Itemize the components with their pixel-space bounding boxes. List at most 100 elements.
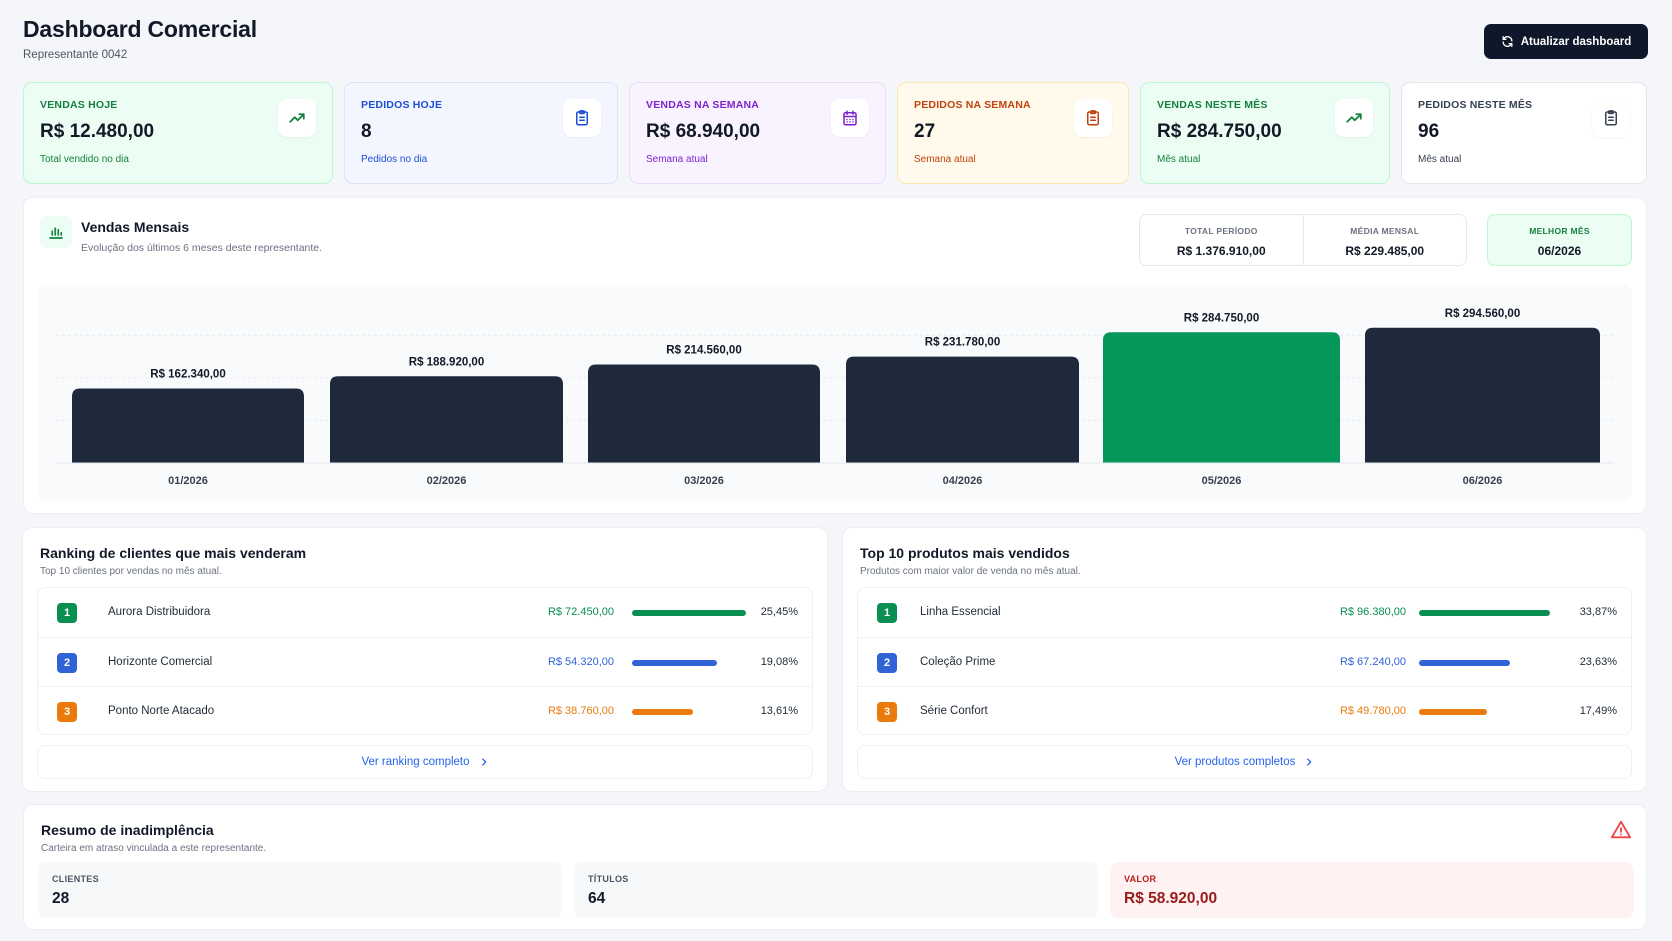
monthly-sales-subtitle: Evolução dos últimos 6 meses deste repre… bbox=[81, 242, 323, 254]
kpi-cards: VENDAS HOJE R$ 12.480,00 Total vendido n… bbox=[23, 82, 1647, 184]
monthly-sales-title: Vendas Mensais bbox=[81, 219, 190, 235]
stat-monthly-average: MÉDIA MENSAL R$ 229.485,00 bbox=[1302, 215, 1467, 265]
kpi-label: PEDIDOS NA SEMANA bbox=[914, 99, 1031, 111]
clipboard-icon bbox=[1592, 99, 1630, 137]
row-value: R$ 72.450,00 bbox=[547, 606, 614, 618]
row-value: R$ 54.320,00 bbox=[547, 656, 614, 668]
row-percent: 19,08% bbox=[760, 656, 798, 668]
delinquency-title: Resumo de inadimplência bbox=[41, 822, 214, 838]
rank-badge: 3 bbox=[877, 702, 897, 722]
delinquency-amount-card: VALOR R$ 58.920,00 bbox=[1110, 862, 1634, 918]
kpi-subtitle: Total vendido no dia bbox=[40, 154, 129, 165]
row-name: Série Confort bbox=[920, 705, 988, 717]
refresh-dashboard-button[interactable]: Atualizar dashboard bbox=[1484, 24, 1648, 59]
list-item[interactable]: 1 Aurora Distribuidora R$ 72.450,00 25,45% bbox=[38, 588, 812, 637]
bar-value-label: R$ 162.340,00 bbox=[150, 368, 225, 380]
refresh-dashboard-label: Atualizar dashboard bbox=[1520, 35, 1632, 48]
bar-value-label: R$ 284.750,00 bbox=[1184, 312, 1259, 324]
refresh-icon bbox=[1502, 35, 1513, 48]
monthly-sales-panel: Vendas Mensais Evolução dos últimos 6 me… bbox=[23, 197, 1647, 514]
share-bar bbox=[632, 709, 693, 715]
list-item[interactable]: 1 Linha Essencial R$ 96.380,00 33,87% bbox=[858, 588, 1631, 637]
kpi-card-pedidos-semana: PEDIDOS NA SEMANA 27 Semana atual bbox=[897, 82, 1129, 184]
page-title: Dashboard Comercial bbox=[23, 16, 257, 42]
kpi-card-vendas-hoje: VENDAS HOJE R$ 12.480,00 Total vendido n… bbox=[23, 82, 333, 184]
delinquency-subtitle: Carteira em atraso vinculada a este repr… bbox=[41, 843, 267, 854]
kpi-value: R$ 68.940,00 bbox=[646, 121, 761, 142]
kpi-label: VENDAS HOJE bbox=[40, 99, 118, 111]
kpi-value: R$ 284.750,00 bbox=[1157, 121, 1282, 142]
kpi-card-pedidos-mes: PEDIDOS NESTE MÊS 96 Mês atual bbox=[1401, 82, 1647, 184]
view-full-ranking-link[interactable]: Ver ranking completo bbox=[37, 745, 813, 779]
share-bar bbox=[632, 610, 746, 616]
row-name: Horizonte Comercial bbox=[108, 656, 213, 668]
rank-badge: 2 bbox=[57, 653, 77, 673]
stat-total-period: TOTAL PERÍODO R$ 1.376.910,00 bbox=[1140, 215, 1303, 265]
kpi-subtitle: Mês atual bbox=[1418, 154, 1462, 165]
rank-badge: 3 bbox=[57, 702, 77, 722]
bar-chart-icon bbox=[40, 216, 72, 248]
rank-badge: 2 bbox=[877, 653, 897, 673]
page-header: Dashboard Comercial Representante 0042 A… bbox=[23, 16, 1648, 66]
stat-label: MELHOR MÊS bbox=[1529, 226, 1590, 236]
list-item[interactable]: 2 Horizonte Comercial R$ 54.320,00 19,08% bbox=[38, 637, 812, 686]
kpi-subtitle: Mês atual bbox=[1157, 154, 1201, 165]
stat-value: R$ 229.485,00 bbox=[1345, 244, 1425, 258]
bar-chart-svg: R$ 162.340,00 01/2026 R$ 188.920,00 02/2026… bbox=[56, 308, 1614, 487]
trending-up-icon bbox=[278, 99, 316, 137]
bar-02/2026[interactable] bbox=[330, 376, 563, 463]
def-value: R$ 58.920,00 bbox=[1124, 890, 1218, 907]
page-subtitle: Representante 0042 bbox=[23, 49, 128, 61]
bar-06/2026[interactable] bbox=[1365, 327, 1600, 463]
kpi-value: 27 bbox=[914, 121, 936, 142]
list-item[interactable]: 3 Ponto Norte Atacado R$ 38.760,00 13,61% bbox=[38, 686, 812, 735]
def-value: 28 bbox=[52, 890, 70, 907]
trending-up-icon bbox=[1335, 99, 1373, 137]
bar-value-label: R$ 231.780,00 bbox=[925, 337, 1000, 349]
list-item[interactable]: 2 Coleção Prime R$ 67.240,00 23,63% bbox=[858, 637, 1631, 686]
stat-value: 06/2026 bbox=[1537, 244, 1582, 258]
client-ranking-panel: Ranking de clientes que mais venderam To… bbox=[22, 527, 828, 792]
view-all-products-link[interactable]: Ver produtos completos bbox=[857, 745, 1632, 779]
top-products-panel: Top 10 produtos mais vendidos Produtos c… bbox=[842, 527, 1647, 792]
row-name: Aurora Distribuidora bbox=[108, 606, 211, 618]
row-percent: 33,87% bbox=[1579, 606, 1617, 618]
row-name: Linha Essencial bbox=[920, 606, 1001, 618]
top-products-title: Top 10 produtos mais vendidos bbox=[860, 545, 1070, 561]
stat-value: R$ 1.376.910,00 bbox=[1176, 244, 1266, 258]
row-percent: 23,63% bbox=[1579, 656, 1617, 668]
bar-03/2026[interactable] bbox=[588, 364, 820, 463]
client-ranking-title: Ranking de clientes que mais venderam bbox=[40, 545, 307, 561]
kpi-card-vendas-semana: VENDAS NA SEMANA R$ 68.940,00 Semana atu… bbox=[629, 82, 886, 184]
calendar-icon bbox=[831, 99, 869, 137]
delinquency-titles-card: TÍTULOS 64 bbox=[574, 862, 1098, 918]
kpi-value: 8 bbox=[361, 121, 372, 142]
alert-triangle-icon bbox=[1610, 820, 1632, 839]
share-bar bbox=[632, 660, 718, 666]
bar-value-label: R$ 188.920,00 bbox=[409, 356, 484, 368]
def-label: TÍTULOS bbox=[588, 874, 629, 884]
stat-label: MÉDIA MENSAL bbox=[1350, 226, 1420, 236]
x-tick-label: 02/2026 bbox=[427, 475, 467, 487]
kpi-card-vendas-mes: VENDAS NESTE MÊS R$ 284.750,00 Mês atual bbox=[1140, 82, 1390, 184]
x-tick-label: 03/2026 bbox=[684, 475, 724, 487]
kpi-label: VENDAS NESTE MÊS bbox=[1157, 99, 1268, 111]
monthly-sales-chart: R$ 162.340,00 01/2026 R$ 188.920,00 02/2026… bbox=[38, 285, 1632, 501]
bar-value-label: R$ 214.560,00 bbox=[666, 344, 741, 356]
period-stats: TOTAL PERÍODO R$ 1.376.910,00 MÉDIA MENS… bbox=[1139, 214, 1467, 266]
def-label: CLIENTES bbox=[52, 874, 99, 884]
bar-05/2026[interactable] bbox=[1103, 332, 1340, 463]
bar-04/2026[interactable] bbox=[846, 356, 1079, 463]
kpi-card-pedidos-hoje: PEDIDOS HOJE 8 Pedidos no dia bbox=[344, 82, 618, 184]
delinquency-clients-card: CLIENTES 28 bbox=[38, 862, 562, 918]
list-item[interactable]: 3 Série Confort R$ 49.780,00 17,49% bbox=[858, 686, 1631, 735]
kpi-label: PEDIDOS NESTE MÊS bbox=[1418, 99, 1533, 111]
bar-01/2026[interactable] bbox=[72, 388, 304, 463]
def-label: VALOR bbox=[1124, 874, 1157, 884]
view-full-ranking-label: Ver ranking completo bbox=[361, 756, 470, 768]
def-value: 64 bbox=[588, 890, 606, 907]
row-percent: 17,49% bbox=[1579, 705, 1617, 717]
kpi-value: 96 bbox=[1418, 121, 1440, 142]
chevron-right-icon bbox=[1307, 758, 1312, 766]
share-bar bbox=[1419, 610, 1550, 616]
